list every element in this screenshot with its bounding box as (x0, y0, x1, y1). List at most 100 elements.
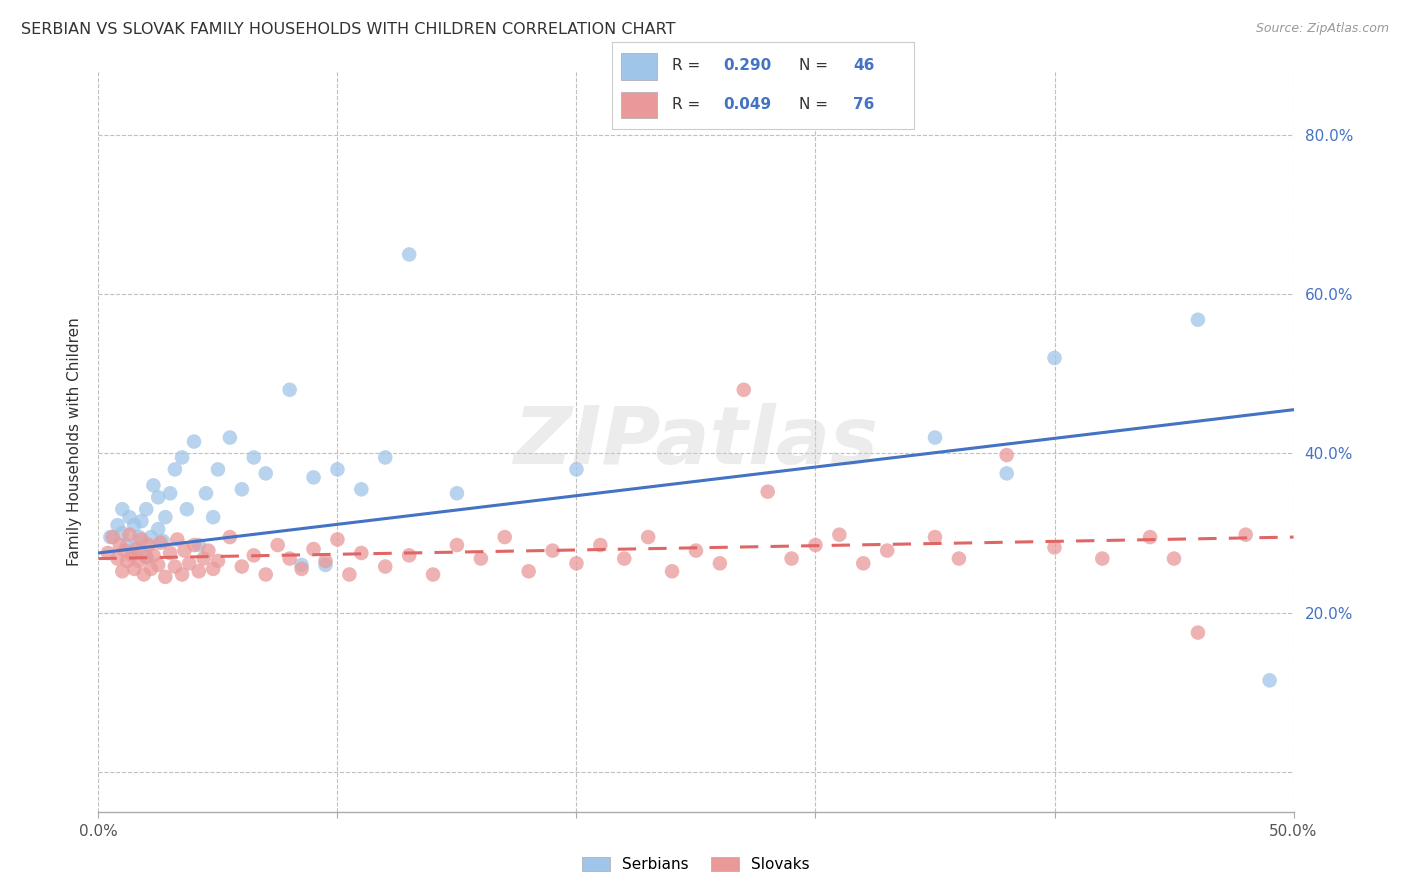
Point (148, 522, 170, 536)
Point (139, 562, 162, 576)
Point (107, 551, 129, 566)
Point (350, 483, 373, 497)
Point (326, 462, 349, 476)
Point (446, 486, 468, 500)
Point (139, 530, 162, 544)
Point (422, 567, 444, 582)
Point (135, 549, 157, 564)
Point (302, 470, 325, 484)
Point (756, 484, 779, 499)
Point (207, 554, 229, 568)
Point (149, 535, 172, 549)
Text: R =: R = (672, 97, 706, 112)
Point (302, 541, 325, 556)
Point (187, 538, 209, 552)
Text: 0.049: 0.049 (724, 97, 772, 112)
Point (924, 431, 946, 445)
Point (207, 462, 229, 476)
Point (541, 543, 564, 558)
Point (780, 551, 803, 566)
Point (254, 567, 277, 582)
Text: N =: N = (799, 97, 832, 112)
Point (121, 549, 143, 563)
Point (1043, 541, 1066, 555)
Point (176, 502, 198, 516)
Legend: Serbians, Slovaks: Serbians, Slovaks (576, 851, 815, 878)
Point (159, 546, 181, 560)
Point (589, 538, 612, 552)
Point (494, 530, 516, 544)
Point (115, 538, 138, 552)
Point (1091, 551, 1114, 566)
Point (118, 527, 141, 541)
Point (183, 538, 205, 552)
Text: 46: 46 (853, 59, 875, 73)
Text: 76: 76 (853, 97, 875, 112)
Point (148, 558, 170, 572)
Point (374, 450, 396, 465)
Point (876, 543, 898, 558)
Point (828, 527, 851, 541)
Point (128, 554, 150, 568)
Point (1258, 673, 1281, 688)
Point (98, 530, 122, 544)
Point (173, 543, 195, 558)
Point (278, 383, 301, 397)
Point (948, 551, 970, 566)
Bar (620, 92, 657, 118)
Point (243, 450, 266, 465)
Point (339, 567, 361, 582)
Point (111, 564, 134, 578)
Point (197, 543, 219, 558)
Point (131, 514, 153, 528)
Point (172, 450, 194, 465)
Point (1139, 530, 1161, 544)
Point (193, 551, 215, 566)
Y-axis label: Family Households with Children: Family Households with Children (67, 318, 83, 566)
Point (155, 510, 177, 524)
Point (661, 564, 683, 578)
Point (124, 562, 146, 576)
Point (995, 467, 1018, 481)
Point (155, 570, 177, 584)
Point (291, 558, 314, 572)
Point (135, 502, 157, 516)
Point (118, 510, 141, 524)
Point (315, 554, 337, 568)
Point (107, 518, 129, 533)
Point (202, 562, 225, 576)
Point (374, 559, 396, 574)
Point (163, 462, 186, 476)
Point (124, 541, 146, 556)
Text: Source: ZipAtlas.com: Source: ZipAtlas.com (1256, 22, 1389, 36)
Point (398, 247, 420, 261)
Point (613, 551, 636, 566)
Point (97, 546, 120, 560)
Point (148, 490, 170, 504)
Point (565, 462, 588, 476)
Text: ZIPatlas: ZIPatlas (513, 402, 879, 481)
Text: SERBIAN VS SLOVAK FAMILY HOUSEHOLDS WITH CHILDREN CORRELATION CHART: SERBIAN VS SLOVAK FAMILY HOUSEHOLDS WITH… (21, 22, 676, 37)
Point (111, 526, 134, 541)
Point (187, 564, 209, 578)
Point (159, 486, 181, 500)
Point (398, 549, 420, 563)
Point (128, 530, 150, 544)
Point (114, 543, 136, 558)
Point (709, 557, 731, 571)
Point (219, 530, 242, 544)
Point (219, 431, 242, 445)
Point (231, 483, 253, 497)
Point (1187, 312, 1209, 326)
Point (291, 562, 314, 576)
Point (470, 551, 492, 566)
Text: R =: R = (672, 59, 706, 73)
Point (637, 530, 659, 544)
Point (172, 567, 194, 582)
Point (1234, 527, 1257, 541)
Point (163, 559, 186, 574)
Point (132, 567, 155, 582)
Bar (620, 54, 657, 79)
Point (446, 538, 468, 552)
Point (685, 543, 707, 558)
